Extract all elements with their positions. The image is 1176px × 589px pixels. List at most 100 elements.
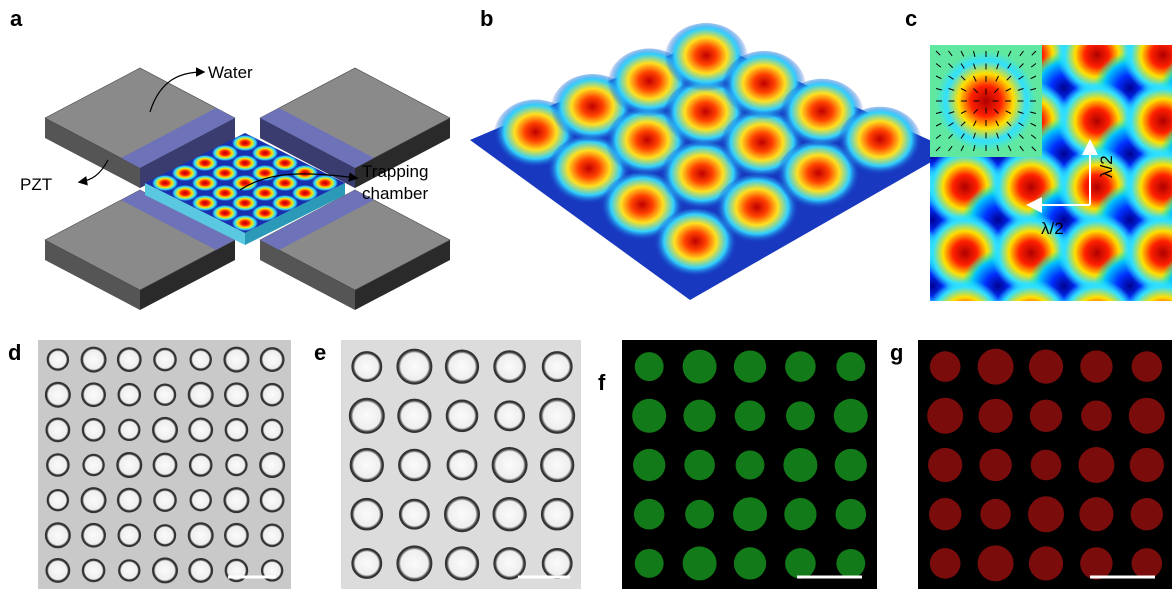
pressure-node — [930, 227, 939, 279]
force-arrow — [996, 132, 999, 139]
force-arrow — [1031, 50, 1037, 56]
arrow — [149, 67, 206, 113]
panel-label: g — [890, 340, 903, 365]
panel-c — [930, 0, 1172, 301]
force-arrow — [973, 108, 979, 114]
droplet — [1030, 449, 1062, 481]
droplet — [444, 546, 480, 581]
pressure-node — [1057, 0, 1137, 29]
force-arrow — [1005, 88, 1012, 92]
droplet — [189, 488, 212, 512]
force-arrow — [960, 63, 965, 69]
panel-label: d — [8, 340, 21, 365]
droplet — [1081, 400, 1112, 432]
force-arrow — [1017, 88, 1024, 91]
droplet — [733, 497, 767, 532]
droplet — [1080, 547, 1113, 580]
labels: a b c d e f g Water PZT Trapping chamber… — [8, 6, 1116, 395]
force-arrow — [935, 63, 942, 68]
trap-node — [232, 135, 258, 151]
droplet — [153, 488, 177, 512]
droplet — [82, 453, 105, 477]
force-arrow — [935, 134, 942, 139]
droplet — [224, 418, 249, 442]
force-arrow — [935, 122, 942, 127]
droplet — [1131, 548, 1163, 579]
trap-node — [292, 185, 318, 201]
droplet — [733, 350, 767, 383]
pressure-node — [995, 279, 1067, 301]
droplet — [1028, 496, 1064, 533]
droplet — [189, 348, 212, 371]
droplet — [81, 382, 106, 408]
force-arrow — [1019, 145, 1024, 152]
trap-node — [272, 175, 298, 191]
droplet — [81, 418, 106, 442]
droplet — [81, 522, 106, 548]
force-arrow — [1007, 145, 1012, 152]
force-arrow — [935, 146, 941, 152]
droplet — [398, 448, 431, 482]
force-arrow — [948, 50, 953, 57]
pzt-side — [260, 118, 355, 188]
panel-label: e — [314, 340, 326, 365]
droplet — [1128, 397, 1165, 434]
droplet — [188, 558, 214, 583]
droplet — [223, 346, 250, 373]
trap-node — [152, 175, 178, 191]
droplet — [45, 558, 71, 583]
droplet — [80, 487, 107, 514]
droplet — [927, 397, 964, 434]
force-arrow — [1007, 63, 1012, 69]
droplet — [187, 381, 214, 408]
pressure-node — [1123, 81, 1172, 161]
force-arrow — [995, 75, 999, 82]
droplet — [491, 447, 528, 483]
force-arrow — [948, 88, 955, 91]
force-arrow — [948, 145, 953, 152]
annotation: PZT — [20, 175, 52, 194]
trap-node — [172, 165, 198, 181]
force-arrow — [1007, 133, 1012, 139]
droplet — [223, 487, 250, 514]
force-arrow — [996, 50, 999, 57]
droplet — [444, 496, 480, 533]
panel-label: a — [10, 6, 23, 31]
droplet — [46, 488, 70, 512]
droplet — [260, 418, 284, 442]
pzt-strip — [260, 108, 374, 168]
panel-label: b — [480, 6, 493, 31]
droplet — [541, 351, 573, 383]
force-arrow — [960, 133, 965, 139]
pressure-node — [1127, 279, 1172, 301]
droplet — [396, 348, 433, 385]
trap-node — [192, 155, 218, 171]
droplet — [80, 346, 107, 373]
droplet — [633, 448, 666, 482]
trap-node — [232, 155, 258, 171]
droplet — [1079, 497, 1114, 532]
bump — [714, 174, 799, 247]
force-arrow — [973, 88, 979, 94]
droplet — [978, 398, 1013, 433]
droplet — [929, 351, 961, 382]
droplet — [44, 381, 71, 408]
panel-label: f — [598, 370, 606, 395]
force-arrow — [973, 50, 976, 57]
droplet — [783, 448, 818, 482]
force-arrow — [1030, 111, 1037, 114]
droplet — [836, 352, 866, 382]
droplet — [118, 418, 141, 442]
pressure-node — [930, 45, 939, 81]
slab-side — [355, 240, 450, 310]
slab-side — [45, 118, 140, 188]
trap-node — [252, 205, 278, 221]
bump — [776, 140, 861, 213]
arrow — [239, 172, 359, 191]
trap-node — [272, 195, 298, 211]
slab-side — [260, 240, 355, 310]
slab-side — [45, 240, 140, 310]
trap-node — [232, 175, 258, 191]
droplet — [1029, 399, 1063, 432]
trap-node — [252, 145, 278, 161]
